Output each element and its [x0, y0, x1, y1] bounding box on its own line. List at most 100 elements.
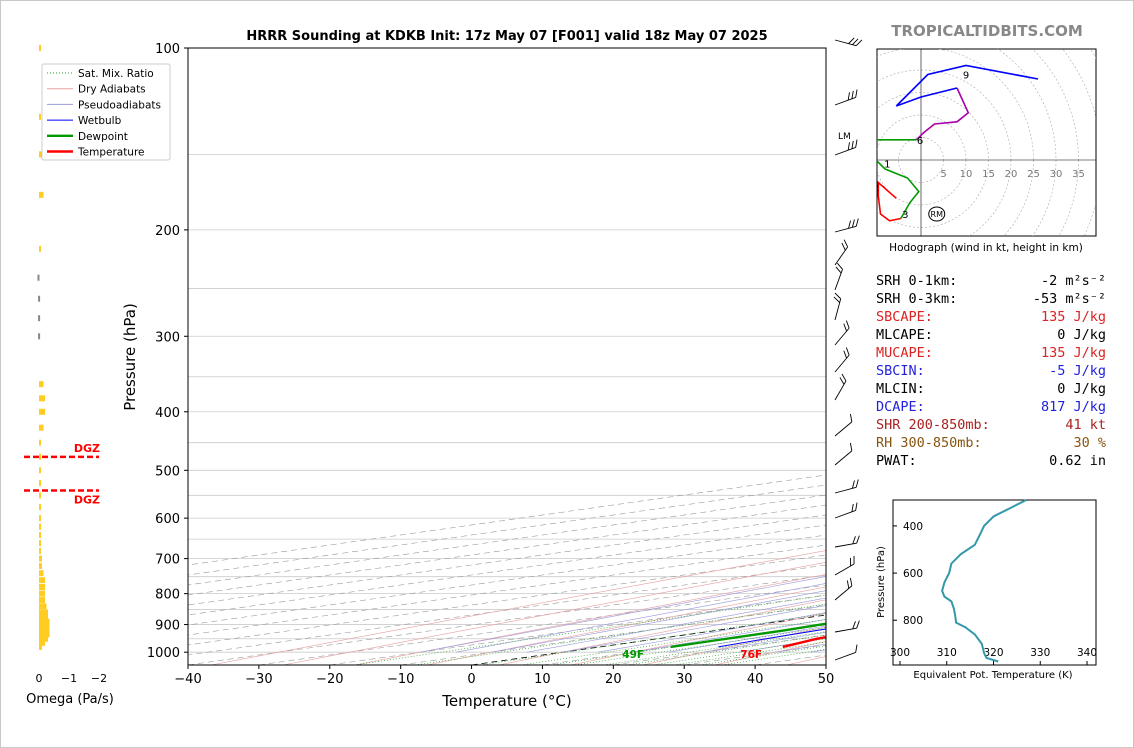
wind-barb	[834, 347, 850, 373]
theta-e-x-tick-label: 340	[1077, 647, 1097, 659]
stat-label: MUCAPE:	[876, 345, 933, 361]
stat-row: DCAPE: 817 J/kg	[876, 398, 1106, 416]
x-tick-label: −10	[387, 672, 414, 687]
omega-bar	[39, 453, 41, 460]
omega-tick-label: 0	[36, 672, 43, 685]
x-tick-label: −20	[316, 672, 343, 687]
pseudoadiabat	[420, 576, 826, 653]
theta-e-ylabel: Pressure (hPa)	[876, 546, 887, 618]
x-tick-label: 50	[818, 672, 835, 687]
wind-barb	[834, 262, 843, 291]
hodograph-ring-label: 10	[960, 169, 973, 180]
hodograph-ring-label: 25	[1027, 169, 1040, 180]
hodograph-height-label: 1	[884, 160, 890, 171]
dgz-label: DGZ	[74, 442, 100, 455]
wind-barb	[834, 502, 858, 519]
omega-tick-label: −1	[61, 672, 77, 685]
y-tick-label: 100	[155, 42, 180, 57]
x-tick-label: 0	[467, 672, 475, 687]
dry-adiabat	[426, 586, 826, 665]
stat-value: 0 J/kg	[1057, 381, 1106, 397]
stat-label: PWAT:	[876, 453, 917, 469]
dry-adiabat	[211, 550, 826, 665]
omega-bar	[39, 523, 41, 530]
omega-bar	[39, 532, 41, 539]
wind-barb	[834, 535, 860, 548]
x-tick-label: 10	[534, 672, 551, 687]
stat-label: MLCAPE:	[876, 327, 933, 343]
hodograph-ring-label: 30	[1050, 169, 1063, 180]
wind-barb	[834, 218, 859, 233]
wind-barb	[833, 292, 842, 321]
theta-e-xlabel: Equivalent Pot. Temperature (K)	[913, 670, 1072, 681]
wind-barb	[834, 239, 849, 266]
theta-e-panel: 300 310 320 330 340 400 600 800	[890, 499, 1097, 665]
omega-bar	[39, 503, 41, 510]
hodograph-ring-label: 15	[982, 169, 995, 180]
y-tick-label: 600	[155, 512, 180, 527]
hodograph: 5 10 15 20 25 30 35 1 2 3 6 9 RM	[877, 49, 1096, 236]
hodograph-height-label: 9	[963, 71, 969, 82]
storm-motion-marker	[928, 206, 946, 222]
hodograph-segment	[915, 87, 970, 141]
y-tick-label: 900	[155, 619, 180, 634]
stat-label: SBCIN:	[876, 363, 925, 379]
legend-box	[41, 63, 171, 161]
hodograph-height-label: 6	[917, 136, 923, 147]
omega-bar	[39, 113, 41, 120]
omega-bar	[39, 631, 50, 638]
dry-adiabat	[283, 562, 826, 665]
hodograph-ring-label: 35	[1072, 169, 1085, 180]
wind-barb	[834, 577, 853, 601]
omega-bar	[38, 295, 41, 302]
theta-e-x-tick-label: 310	[937, 647, 957, 659]
stat-value: -5 J/kg	[1049, 363, 1106, 379]
stat-row: SRH 0-3km: -53 m²s⁻²	[876, 290, 1106, 308]
omega-bar	[39, 424, 44, 431]
stat-label: RH 300-850mb:	[876, 435, 982, 451]
hodograph-caption: Hodograph (wind in kt, height in km)	[889, 242, 1083, 254]
omega-bar	[39, 618, 50, 625]
wind-barb	[834, 89, 858, 106]
omega-bar	[38, 315, 41, 322]
dry-adiabat	[354, 574, 826, 665]
omega-panel: 0 −1 −2 DGZ DGZ	[24, 45, 107, 685]
legend-label: Dry Adiabats	[78, 84, 146, 96]
omega-bar	[39, 381, 44, 388]
omega-bar	[39, 584, 45, 591]
wind-barb	[834, 620, 860, 633]
wind-marker-lm: LM	[838, 132, 851, 142]
skewt-plot-frame	[187, 47, 827, 666]
omega-bar	[38, 333, 41, 340]
stat-value: 0 J/kg	[1057, 327, 1106, 343]
omega-bar	[39, 597, 45, 604]
stat-value: -2 m²s⁻²	[1040, 273, 1106, 289]
stat-label: SRH 0-3km:	[876, 291, 958, 307]
stat-label: SBCAPE:	[876, 309, 933, 325]
pseudoadiabat	[526, 597, 826, 653]
wind-barb	[834, 37, 863, 47]
stat-label: SHR 200-850mb:	[876, 417, 990, 433]
y-axis-label: Pressure (hPa)	[121, 303, 139, 411]
dry-adiabat	[570, 612, 826, 665]
legend: Sat. Mix. Ratio Dry Adiabats Pseudoadiabat…	[41, 63, 171, 161]
stat-row: SRH 0-1km: -2 m²s⁻²	[876, 272, 1106, 290]
omega-bar	[39, 639, 45, 646]
omega-bar	[39, 515, 41, 522]
stat-row: MUCAPE: 135 J/kg	[876, 344, 1106, 362]
omega-bar	[39, 603, 47, 610]
omega-bar	[39, 555, 42, 562]
dry-adiabat	[498, 599, 826, 665]
y-tick-label: 300	[155, 330, 180, 345]
y-tick-label: 1000	[147, 646, 180, 661]
stat-label: MLCIN:	[876, 381, 925, 397]
y-tick-label: 400	[155, 406, 180, 421]
x-axis-label: Temperature (°C)	[441, 692, 571, 710]
stat-row: SHR 200-850mb: 41 kt	[876, 416, 1106, 434]
x-tick-label: −40	[174, 672, 201, 687]
theta-e-y-tick-label: 400	[903, 521, 923, 533]
theta-e-frame	[892, 499, 1097, 666]
skewt-background-lines: 1246810131620243036	[188, 48, 826, 665]
hodograph-segment	[895, 64, 1039, 107]
x-tick-label: 30	[676, 672, 693, 687]
